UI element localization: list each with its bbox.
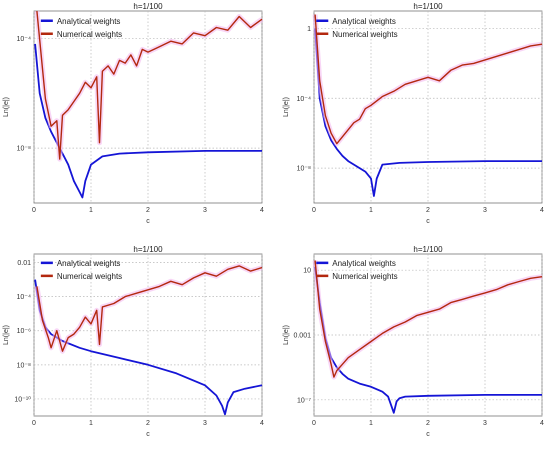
chart-panel-2: 0 1 2 3 4 1 10⁻⁴ 10⁻⁸ h=1/100 c Ln(|e|) Analytical … — [283, 2, 544, 225]
chart-title: h=1/100 — [413, 2, 443, 11]
y-tick-label: 10⁻⁷ — [297, 397, 311, 404]
x-tick-label: 3 — [203, 207, 207, 214]
legend-label: Numerical weights — [332, 272, 397, 281]
chart-title: h=1/100 — [133, 245, 163, 254]
y-tick-label: 10⁻⁴ — [297, 96, 312, 103]
y-tick-label: 10⁻⁸ — [17, 362, 31, 369]
x-tick-label: 1 — [89, 420, 93, 427]
y-tick-label: 10⁻⁴ — [17, 294, 32, 301]
y-tick-label: 10⁻⁸ — [17, 146, 31, 153]
x-axis-label: c — [146, 431, 150, 438]
legend-label: Analytical weights — [332, 17, 396, 26]
numerical-weights-line — [314, 260, 543, 378]
x-tick-label: 1 — [89, 207, 93, 214]
y-axis-label: Ln(|e|) — [283, 325, 290, 345]
y-axis-label: Ln(|e|) — [283, 97, 290, 117]
legend-label: Numerical weights — [57, 272, 122, 281]
x-tick-label: 0 — [32, 207, 36, 214]
legend-label: Numerical weights — [332, 30, 397, 39]
chart-panel-1: 0 1 2 3 4 10⁻⁴ 10⁻⁸ h=1/100 c Ln(|e|) Analytical w… — [3, 2, 264, 225]
chart-panel-4: 0 1 2 3 4 10 0.001 10⁻⁷ h=1/100 c Ln(|e|) Analytica… — [283, 245, 544, 438]
x-tick-label: 3 — [203, 420, 207, 427]
y-tick-label: 1 — [307, 26, 311, 33]
x-tick-label: 4 — [260, 207, 264, 214]
y-tick-label: 10⁻⁸ — [297, 166, 311, 173]
x-axis-label: c — [426, 431, 430, 438]
x-axis-label: c — [426, 218, 430, 225]
x-tick-label: 2 — [146, 207, 150, 214]
legend-label: Analytical weights — [57, 259, 121, 268]
x-tick-label: 4 — [540, 420, 544, 427]
x-tick-label: 0 — [32, 420, 36, 427]
chart-title: h=1/100 — [413, 245, 443, 254]
x-tick-label: 2 — [426, 420, 430, 427]
y-tick-label: 10 — [303, 268, 311, 275]
numerical-weights-line — [36, 265, 263, 352]
y-tick-label: 0.01 — [17, 260, 31, 267]
x-tick-label: 2 — [426, 207, 430, 214]
y-tick-label: 10⁻⁴ — [17, 36, 32, 43]
x-tick-label: 2 — [146, 420, 150, 427]
legend-label: Analytical weights — [57, 17, 121, 26]
analytical-weights-line — [34, 43, 262, 199]
numerical-weights-line — [314, 14, 543, 145]
legend-label: Analytical weights — [332, 259, 396, 268]
chart-panel-3: 0 1 2 3 4 0.01 10⁻⁴ 10⁻⁶ 10⁻⁸ 10⁻¹⁰ h=1/100 c Ln(|e|… — [3, 245, 264, 438]
chart-title: h=1/100 — [133, 2, 163, 11]
x-tick-label: 0 — [312, 420, 316, 427]
y-tick-label: 10⁻¹⁰ — [14, 395, 31, 403]
y-tick-label: 0.001 — [293, 333, 311, 340]
x-tick-label: 4 — [260, 420, 264, 427]
legend-label: Numerical weights — [57, 30, 122, 39]
y-axis-label: Ln(|e|) — [3, 325, 10, 345]
x-tick-label: 3 — [483, 207, 487, 214]
analytical-weights-line — [34, 279, 263, 416]
x-tick-label: 1 — [369, 207, 373, 214]
analytical-weights-line — [314, 266, 542, 414]
x-tick-label: 4 — [540, 207, 544, 214]
y-axis-label: Ln(|e|) — [3, 97, 10, 117]
x-axis-label: c — [146, 218, 150, 225]
analytical-weights-line — [314, 28, 542, 197]
x-tick-label: 0 — [312, 207, 316, 214]
y-tick-label: 10⁻⁶ — [17, 328, 31, 335]
x-tick-label: 1 — [369, 420, 373, 427]
numerical-weights-line — [36, 10, 263, 160]
x-tick-label: 3 — [483, 420, 487, 427]
